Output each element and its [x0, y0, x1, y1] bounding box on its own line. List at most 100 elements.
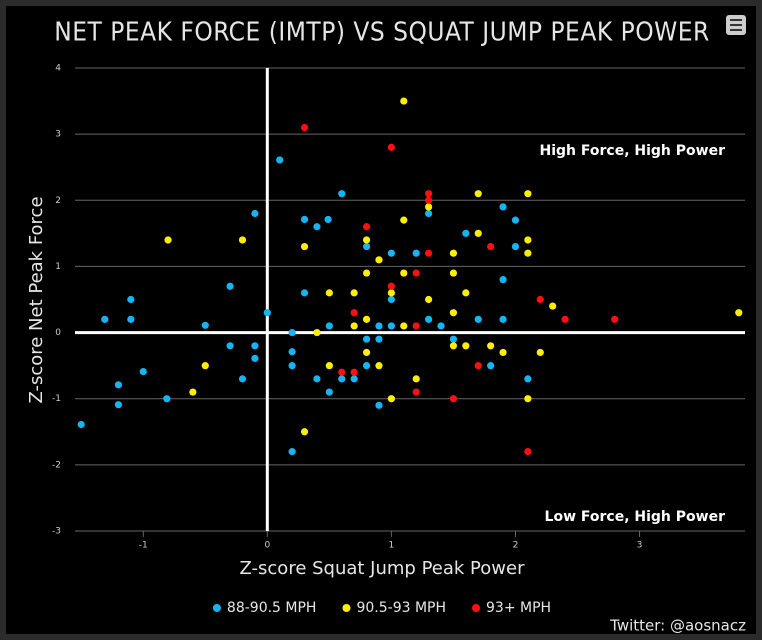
data-point	[561, 315, 569, 323]
x-axis-title: Z-score Squat Jump Peak Power	[240, 558, 526, 579]
x-tick-label: 3	[637, 541, 643, 551]
data-point	[139, 367, 147, 376]
data-point	[425, 196, 433, 204]
y-tick-label: 3	[55, 130, 61, 140]
data-point	[338, 368, 346, 376]
data-point	[362, 242, 371, 251]
data-point	[474, 229, 482, 237]
legend-label: 88-90.5 MPH	[227, 600, 317, 616]
data-point	[300, 215, 309, 224]
legend-item: 93+ MPH	[472, 600, 551, 616]
x-tick-label: -1	[139, 541, 148, 551]
data-point	[387, 289, 395, 297]
data-point	[387, 295, 395, 304]
data-point	[324, 215, 332, 224]
data-point	[288, 348, 296, 356]
data-point	[251, 342, 259, 350]
data-point	[474, 362, 482, 370]
data-point	[350, 322, 358, 330]
data-point	[449, 335, 458, 343]
y-tick-label: 4	[55, 64, 61, 74]
data-point	[226, 342, 234, 350]
data-point	[201, 321, 209, 329]
data-point	[412, 388, 420, 396]
data-point	[499, 315, 507, 323]
data-point	[400, 97, 408, 105]
data-point	[375, 401, 383, 409]
data-point	[387, 395, 395, 403]
data-point	[487, 362, 495, 370]
data-point	[387, 249, 395, 257]
x-tick-label: 2	[513, 541, 519, 551]
data-point	[350, 309, 358, 317]
y-tick-label: 1	[55, 262, 61, 272]
data-point	[313, 375, 321, 383]
data-point	[238, 236, 247, 244]
data-point	[325, 322, 333, 330]
data-point	[511, 242, 520, 251]
data-point	[387, 143, 395, 151]
data-point	[300, 289, 309, 297]
data-point	[325, 362, 333, 370]
data-point	[425, 209, 433, 218]
data-point	[400, 322, 408, 330]
data-point	[251, 354, 259, 362]
data-point	[549, 302, 557, 310]
data-point	[524, 375, 532, 383]
data-point	[511, 216, 520, 224]
annotation: Low Force, High Power	[545, 509, 726, 525]
data-point	[77, 420, 85, 429]
data-point	[499, 203, 507, 211]
data-point	[114, 401, 123, 409]
data-point	[288, 448, 296, 456]
data-point	[449, 395, 458, 403]
data-point	[313, 328, 321, 337]
data-point	[300, 428, 309, 436]
data-point	[127, 315, 135, 323]
data-point	[350, 368, 358, 376]
data-point	[189, 388, 197, 396]
data-point	[276, 156, 284, 164]
chart-title: NET PEAK FORCE (IMTP) VS SQUAT JUMP PEAK…	[54, 18, 710, 48]
data-point	[387, 282, 395, 290]
data-point	[524, 249, 532, 257]
data-point	[251, 209, 259, 218]
legend-item: 88-90.5 MPH	[212, 600, 317, 616]
data-point	[238, 375, 247, 383]
data-point	[362, 335, 371, 343]
data-point	[288, 362, 296, 370]
data-point	[375, 362, 383, 370]
data-point	[524, 190, 532, 198]
data-point	[400, 216, 408, 224]
menu-button[interactable]	[726, 15, 746, 35]
data-point	[362, 223, 371, 231]
data-point	[412, 322, 420, 330]
data-point	[449, 249, 458, 257]
data-point	[524, 395, 532, 403]
data-point	[425, 315, 433, 323]
chart-background	[6, 6, 756, 634]
y-tick-label: 0	[55, 328, 61, 338]
data-point	[101, 315, 109, 323]
data-point	[462, 289, 470, 297]
data-point	[412, 249, 420, 257]
x-tick-label: 1	[389, 541, 395, 551]
data-point	[611, 315, 619, 323]
data-point	[288, 328, 296, 337]
data-point	[425, 190, 433, 198]
data-point	[487, 242, 495, 251]
data-point	[362, 315, 371, 323]
x-tick-label: 0	[264, 541, 270, 551]
data-point	[449, 269, 458, 277]
data-point	[499, 276, 507, 284]
data-point	[387, 322, 395, 330]
data-point	[425, 249, 433, 257]
data-point	[487, 342, 495, 350]
data-point	[412, 375, 420, 383]
data-point	[462, 342, 470, 350]
data-point	[524, 448, 532, 456]
legend-marker	[472, 604, 481, 612]
data-point	[375, 322, 383, 330]
